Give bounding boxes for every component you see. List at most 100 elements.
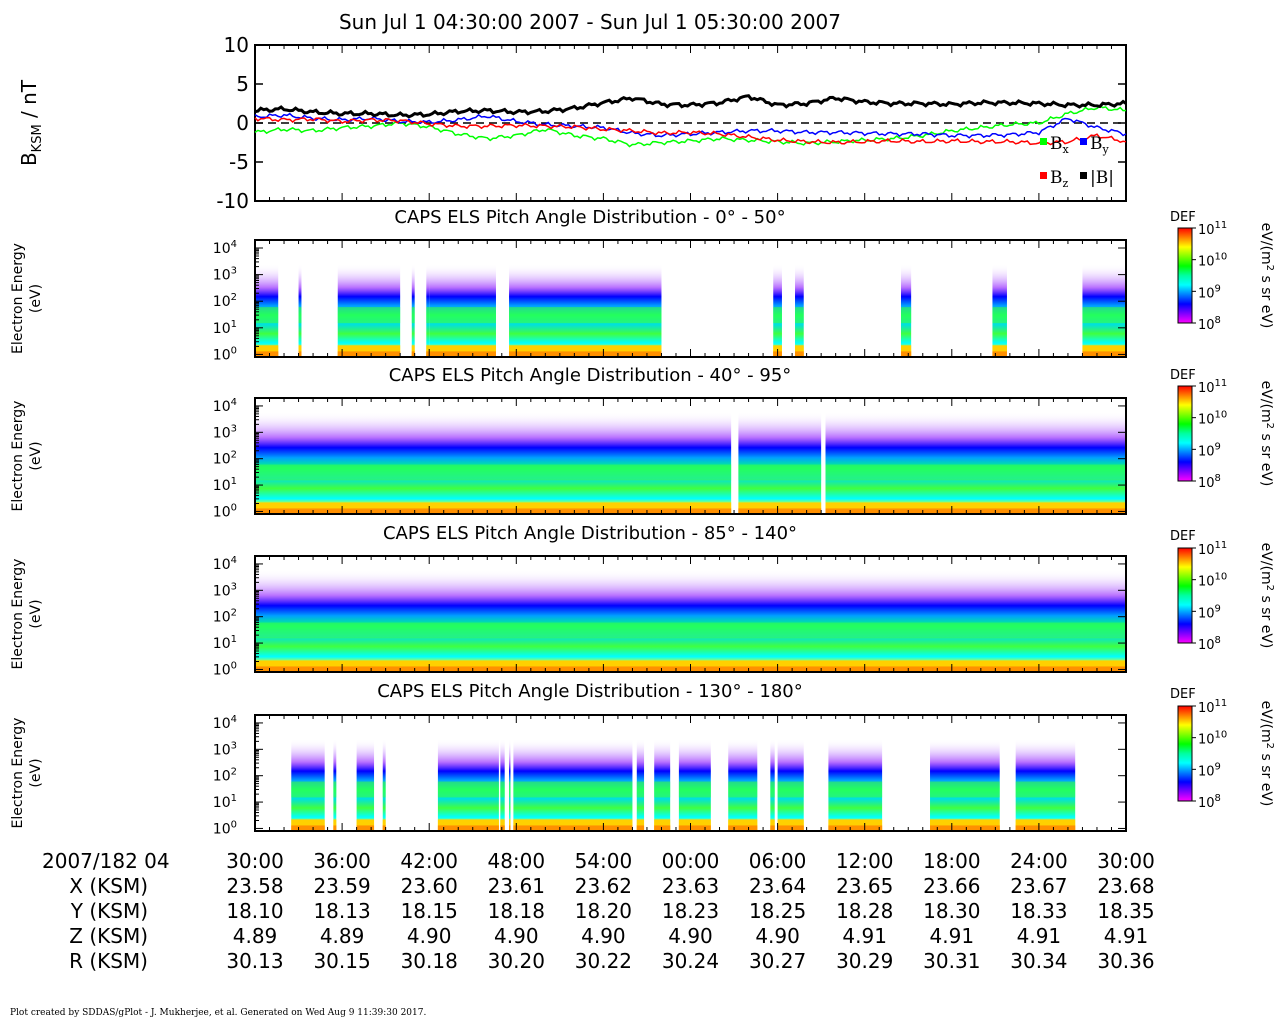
ephemeris-value: 18.13 (313, 899, 370, 923)
spectrogram-low-energy-band (900, 345, 912, 357)
ephemeris-value: 23.63 (662, 874, 719, 898)
spectrogram-lowest-band (429, 351, 496, 357)
spectrogram-low-energy-band (429, 345, 496, 357)
spectrogram-lowest-band (900, 351, 912, 357)
spectrogram-ytick-label: 103 (213, 266, 237, 284)
spectrogram-peak-band (828, 781, 883, 798)
spectrogram-low-energy-band (333, 819, 337, 831)
ephemeris-coordinate-rows: X (KSM) 23.58 23.59 23.60 23.61 23.62 23.63 23.… (69, 874, 1155, 973)
ephemeris-value: 23.59 (313, 874, 370, 898)
spectrogram-low-energy-band (382, 819, 386, 831)
ephemeris-value: 23.62 (575, 874, 632, 898)
spectrogram-low-energy-band (437, 819, 499, 831)
ephemeris-value: 4.90 (494, 924, 539, 948)
colorbar-unit-text: eV/(m2 s sr eV) (1258, 223, 1275, 329)
colorbar-tick-label: 108 (1198, 793, 1221, 811)
spectrogram-ylabel-line2: (eV) (28, 758, 44, 787)
spectrogram-ytick-label: 102 (213, 767, 237, 785)
spectrogram-ytick-label: 101 (213, 319, 237, 337)
spectrogram-ytick-label: 103 (213, 740, 237, 758)
svg-text:By: By (1090, 134, 1110, 156)
spectrogram-low-energy-band (654, 819, 671, 831)
ephemeris-value: 18.33 (1010, 899, 1067, 923)
ephemeris-time-label: 48:00 (487, 849, 545, 873)
spectrogram-ytick-label: 100 (213, 819, 237, 837)
ephemeris-value: 4.91 (930, 924, 975, 948)
spectrogram-peak-band (255, 622, 1126, 639)
ephemeris-value: 18.20 (575, 899, 632, 923)
spectrogram-lowest-band (770, 825, 775, 831)
spectrogram-panel-2: CAPS ELS Pitch Angle Distribution - 40° … (10, 365, 1275, 520)
legend-bmag-label: |B| (1090, 168, 1114, 188)
ephemeris-value: 30.24 (662, 949, 719, 973)
spectrogram-peak-band (770, 781, 775, 798)
spectrogram-peak-band (411, 307, 415, 324)
colorbar-tick-label: 1011 (1198, 378, 1227, 396)
ephemeris-value: 18.25 (749, 899, 806, 923)
spectrogram-ytick-label: 101 (213, 793, 237, 811)
colorbar-tick-label: 109 (1198, 603, 1221, 621)
legend-bmag: |B| (1080, 168, 1114, 188)
spectrogram-panel-1: CAPS ELS Pitch Angle Distribution - 0° -… (10, 207, 1275, 363)
spectrogram-lowest-band (382, 825, 386, 831)
spectrogram-ytick-label: 104 (213, 397, 237, 415)
colorbar-scale (1177, 227, 1193, 324)
ephemeris-time-label: 30:00 (1097, 849, 1155, 873)
spectrogram-low-energy-band (930, 819, 1000, 831)
spectrogram-low-energy-band (728, 819, 758, 831)
spectrogram-peak-band (773, 307, 782, 324)
spectrogram-peak-band (1015, 781, 1076, 798)
spectrogram-lowest-band (828, 825, 883, 831)
spectrogram-lowest-band (333, 825, 337, 831)
spectrogram-ylabel: Electron Energy (eV) (10, 718, 44, 829)
spectrogram-peak-band (382, 781, 386, 798)
spectrogram-low-energy-band (291, 819, 325, 831)
spectrogram-peak-band (777, 781, 804, 798)
spectrogram-low-energy-band (1015, 819, 1076, 831)
spectrogram-low-energy-band (795, 345, 804, 357)
spectrogram-ylabel-line1: Electron Energy (10, 243, 26, 354)
spectrogram-lowest-band (678, 825, 711, 831)
spectrogram-title: CAPS ELS Pitch Angle Distribution - 130°… (377, 681, 803, 702)
spectrogram-peak-band (429, 307, 496, 324)
ephemeris-value: 23.60 (401, 874, 458, 898)
ephemeris-value: 23.66 (923, 874, 980, 898)
colorbar-tick-label: 109 (1198, 283, 1221, 301)
ephemeris-value: 30.36 (1097, 949, 1154, 973)
svg-text:Bz: Bz (1050, 168, 1069, 190)
colorbar-label: DEF (1170, 210, 1196, 225)
legend-bx-label: B (1050, 134, 1063, 154)
spectrogram-x-axis (254, 240, 1127, 357)
spectrogram-peak-band (255, 307, 279, 324)
spectrogram-low-energy-band (828, 819, 883, 831)
spectrogram-peak-band (825, 464, 1126, 481)
spectrogram-ytick-label: 102 (213, 608, 237, 626)
mag-ytick-label: 0 (236, 111, 249, 135)
legend-bz-label: B (1050, 168, 1063, 188)
spectrogram-ylabel-line2: (eV) (28, 441, 44, 470)
spectrogram-low-energy-band (337, 345, 401, 357)
colorbar-tick-label: 109 (1198, 761, 1221, 779)
colorbar-tick-label: 108 (1198, 315, 1221, 333)
spectrogram-y-axis: 104 103 102 101 100 (213, 239, 1126, 363)
ephemeris-value: 23.67 (1010, 874, 1067, 898)
ephemeris-value: 30.15 (313, 949, 370, 973)
legend-by-sub: y (1102, 143, 1110, 156)
mag-ylabel-unit: / nT (17, 79, 41, 124)
spectrogram-low-energy-band (255, 502, 732, 514)
spectrogram-low-energy-band (636, 819, 645, 831)
spectrogram-lowest-band (513, 825, 633, 831)
ephemeris-value: 18.35 (1097, 899, 1154, 923)
colorbar-tick-label: 1011 (1198, 220, 1227, 238)
spectrogram-lowest-band (636, 825, 645, 831)
svg-text:Bx: Bx (1050, 134, 1070, 156)
spectrogram-low-energy-band (770, 819, 775, 831)
spectrogram-interval (255, 411, 732, 514)
ephemeris-value: 4.89 (320, 924, 365, 948)
spectrogram-ytick-label: 100 (213, 345, 237, 363)
spectrogram-title: CAPS ELS Pitch Angle Distribution - 0° -… (394, 207, 785, 228)
spectrogram-lowest-band (298, 351, 302, 357)
spectrogram-peak-band (437, 781, 499, 798)
spectrogram-peak-band (356, 781, 375, 798)
